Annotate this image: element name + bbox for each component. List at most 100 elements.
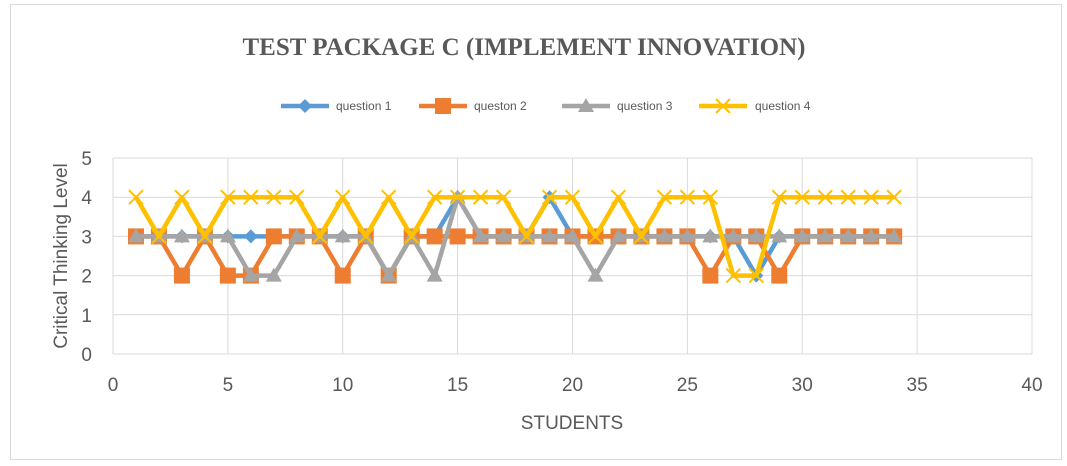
data-point xyxy=(679,189,696,205)
data-point xyxy=(298,99,312,113)
legend-item: queston 2 xyxy=(419,98,527,114)
data-point xyxy=(289,189,305,205)
x-tick-label: 5 xyxy=(223,375,234,396)
data-point xyxy=(702,189,719,205)
y-axis-title: Critical Thinking Level xyxy=(51,163,72,349)
data-point xyxy=(127,228,144,243)
data-point xyxy=(715,98,731,114)
y-tick-label: 3 xyxy=(81,227,92,248)
data-point xyxy=(564,228,581,243)
data-point xyxy=(265,228,282,245)
data-point xyxy=(358,228,374,245)
x-tick-label: 40 xyxy=(1021,375,1042,396)
data-point xyxy=(541,228,558,243)
x-tick-label: 20 xyxy=(562,375,583,396)
x-tick-label: 30 xyxy=(792,375,813,396)
data-point xyxy=(541,189,558,205)
data-point xyxy=(578,98,594,112)
data-point xyxy=(564,189,581,205)
data-point xyxy=(748,228,765,243)
data-point xyxy=(334,267,351,284)
data-point xyxy=(219,267,236,284)
data-point xyxy=(863,228,880,243)
legend-item: question 3 xyxy=(562,98,673,113)
legend-label: question 3 xyxy=(617,99,673,113)
data-point xyxy=(702,228,719,243)
data-point xyxy=(242,267,259,282)
data-point xyxy=(817,228,834,243)
y-tick-label: 4 xyxy=(81,188,92,209)
data-point xyxy=(886,228,903,243)
data-point xyxy=(426,267,443,282)
data-point xyxy=(840,189,856,205)
data-point xyxy=(220,189,236,205)
legend-item: question 4 xyxy=(699,98,811,114)
data-point xyxy=(702,267,719,284)
data-point xyxy=(380,189,397,205)
data-point xyxy=(449,189,466,205)
data-point xyxy=(174,189,190,205)
data-point xyxy=(771,267,788,284)
data-point xyxy=(380,267,397,282)
data-point xyxy=(435,98,451,114)
data-point xyxy=(518,228,535,245)
data-point xyxy=(656,228,673,243)
x-axis-title: STUDENTS xyxy=(521,413,623,434)
data-point xyxy=(587,267,604,282)
data-point xyxy=(472,189,489,205)
data-point xyxy=(266,189,282,205)
data-point xyxy=(426,189,443,205)
data-point xyxy=(403,228,420,245)
data-point xyxy=(197,228,213,245)
data-point xyxy=(173,228,190,243)
data-point xyxy=(610,228,627,243)
x-tick-label: 25 xyxy=(677,375,698,396)
data-point xyxy=(794,228,811,243)
data-point xyxy=(334,228,351,243)
y-tick-label: 2 xyxy=(81,267,92,288)
data-point xyxy=(725,267,742,284)
y-tick-label: 5 xyxy=(81,149,92,170)
data-point xyxy=(886,189,902,205)
chart-title: TEST PACKAGE C (IMPLEMENT INNOVATION) xyxy=(242,34,805,61)
x-tick-label: 10 xyxy=(332,375,353,396)
legend-item: question 1 xyxy=(281,99,392,113)
legend-label: question 4 xyxy=(755,99,811,113)
data-point xyxy=(312,228,328,245)
data-point xyxy=(771,228,788,243)
data-point xyxy=(426,228,443,245)
data-point xyxy=(633,228,650,245)
data-point xyxy=(449,228,466,245)
data-point xyxy=(587,228,604,245)
data-point xyxy=(748,267,765,284)
data-point xyxy=(794,189,810,205)
data-point xyxy=(173,267,190,284)
data-point xyxy=(151,228,167,245)
data-point xyxy=(840,228,857,243)
legend: question 1 queston 2 question 3 question 4 xyxy=(281,98,811,114)
data-point xyxy=(863,189,879,205)
y-tick-label: 0 xyxy=(81,345,92,366)
series-question-4 xyxy=(128,189,902,284)
legend-label: question 1 xyxy=(336,99,392,113)
data-point xyxy=(656,189,673,205)
data-point xyxy=(495,228,512,243)
data-point xyxy=(610,189,627,205)
data-point xyxy=(679,228,696,243)
data-point xyxy=(335,189,351,205)
data-point xyxy=(817,189,833,205)
data-point xyxy=(771,189,787,205)
legend-label: queston 2 xyxy=(474,99,527,113)
data-point xyxy=(472,228,489,243)
gridlines xyxy=(112,157,1033,355)
x-tick-label: 0 xyxy=(108,375,119,396)
y-tick-label: 1 xyxy=(81,306,92,327)
x-tick-label: 15 xyxy=(447,375,468,396)
series-line xyxy=(134,194,895,278)
data-point xyxy=(495,189,512,205)
data-point xyxy=(725,228,742,243)
data-point xyxy=(265,267,282,282)
data-point xyxy=(288,228,305,243)
data-point xyxy=(243,189,259,205)
